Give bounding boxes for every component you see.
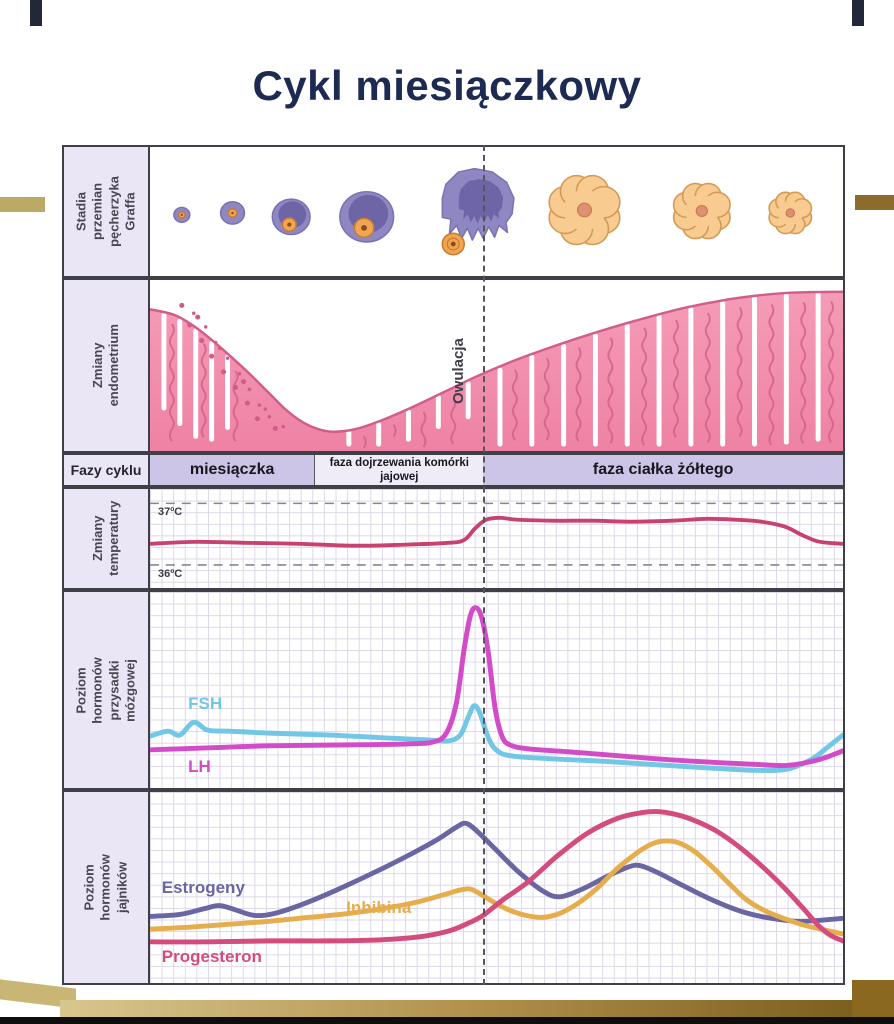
row-label-temperature-text: Zmiany temperatury xyxy=(89,500,121,577)
row-pituitary-hormones: Poziom hormonów przysadki mózgowej FSH LH xyxy=(62,590,845,790)
row-label-endometrium-text: Zmiany endometrium xyxy=(89,324,121,407)
corpus_luteum-icon xyxy=(548,174,621,246)
row-label-pituitary: Poziom hormonów przysadki mózgowej xyxy=(64,592,150,788)
top-left-tick xyxy=(30,0,42,26)
phase-luteal: faza ciałka żółtego xyxy=(483,455,843,485)
gland-gaps xyxy=(161,292,821,447)
pituitary-svg xyxy=(150,605,843,774)
temperature-chart: 37ºC 36ºC xyxy=(150,489,843,588)
temperatura-curve xyxy=(150,515,843,548)
progesteron-label: Progesteron xyxy=(161,946,262,966)
corpus_luteum-icon xyxy=(768,191,813,235)
row-temperature: Zmiany temperatury 37ºC 36ºC xyxy=(62,487,845,590)
follicle-stages-illustration xyxy=(150,147,843,276)
row-label-phases-text: Fazy cyklu xyxy=(70,462,142,478)
inhibina-label: Inhibina xyxy=(346,897,412,917)
ovulation-label: Owulacja xyxy=(450,338,467,404)
follicle-icon xyxy=(219,201,246,225)
gold-bar-left xyxy=(0,197,45,212)
gland-squiggles xyxy=(168,300,835,449)
ruptured-icon xyxy=(441,167,515,241)
estrogeny-label: Estrogeny xyxy=(161,878,245,898)
bottom-frame-block xyxy=(852,980,894,1024)
pituitary-hormones-chart: FSH LH xyxy=(150,592,843,788)
follicle-icon xyxy=(271,198,311,236)
row-label-endometrium: Zmiany endometrium xyxy=(64,280,150,451)
top-right-tick xyxy=(852,0,864,26)
endometrium-illustration: Owulacja xyxy=(150,280,843,451)
endometrium-svg xyxy=(150,290,843,451)
row-label-temperature: Zmiany temperatury xyxy=(64,489,150,588)
ref-label-37ºC: 37ºC xyxy=(158,506,183,519)
phases-band: miesiączka faza dojrzewania komórki jajo… xyxy=(150,455,843,485)
estrogeny-curve xyxy=(150,820,843,924)
shedding-dots xyxy=(179,302,286,432)
ref-label-36ºC: 36ºC xyxy=(158,567,183,580)
bottom-frame-band xyxy=(60,1000,860,1020)
phase-menstruation: miesiączka xyxy=(150,455,315,485)
follicle-icon xyxy=(339,190,395,243)
row-label-ovarian-text: Poziom hormonów jajników xyxy=(81,854,130,921)
fsh-label: FSH xyxy=(188,693,223,713)
ovum-icon xyxy=(441,232,465,256)
row-label-phases: Fazy cyklu xyxy=(64,455,150,485)
row-label-follicle: Stadia przemian pęcherzyka Graffa xyxy=(64,147,150,276)
lh-curve xyxy=(150,605,843,769)
ovulation-dashed-line xyxy=(483,145,485,985)
page-title: Cykl miesiączkowy xyxy=(252,62,642,109)
inhibina-curve xyxy=(150,838,843,937)
row-label-ovarian: Poziom hormonów jajników xyxy=(64,792,150,983)
follicle-stages-svg xyxy=(173,167,813,256)
bottom-frame-strip xyxy=(0,1017,894,1024)
row-follicle-stages: Stadia przemian pęcherzyka Graffa xyxy=(62,145,845,278)
phase-follicular: faza dojrzewania komórki jajowej xyxy=(314,455,484,485)
lh-label: LH xyxy=(188,756,211,776)
row-phases: Fazy cyklu miesiączka faza dojrzewania k… xyxy=(62,453,845,487)
temperature-svg xyxy=(150,502,843,566)
row-label-follicle-text: Stadia przemian pęcherzyka Graffa xyxy=(73,176,138,247)
row-label-pituitary-text: Poziom hormonów przysadki mózgowej xyxy=(73,656,138,724)
progesteron-curve xyxy=(150,809,843,945)
follicle-icon xyxy=(173,206,191,224)
row-ovarian-hormones: Poziom hormonów jajników Estrogeny Inhibi… xyxy=(62,790,845,985)
ovarian-svg xyxy=(150,809,843,945)
row-endometrium: Zmiany endometrium Owulacja xyxy=(62,278,845,453)
gold-bar-right xyxy=(855,195,894,210)
ovarian-hormones-chart: Estrogeny Inhibina Progesteron xyxy=(150,792,843,983)
corpus_luteum-icon xyxy=(672,182,731,240)
fsh-curve xyxy=(150,703,843,774)
